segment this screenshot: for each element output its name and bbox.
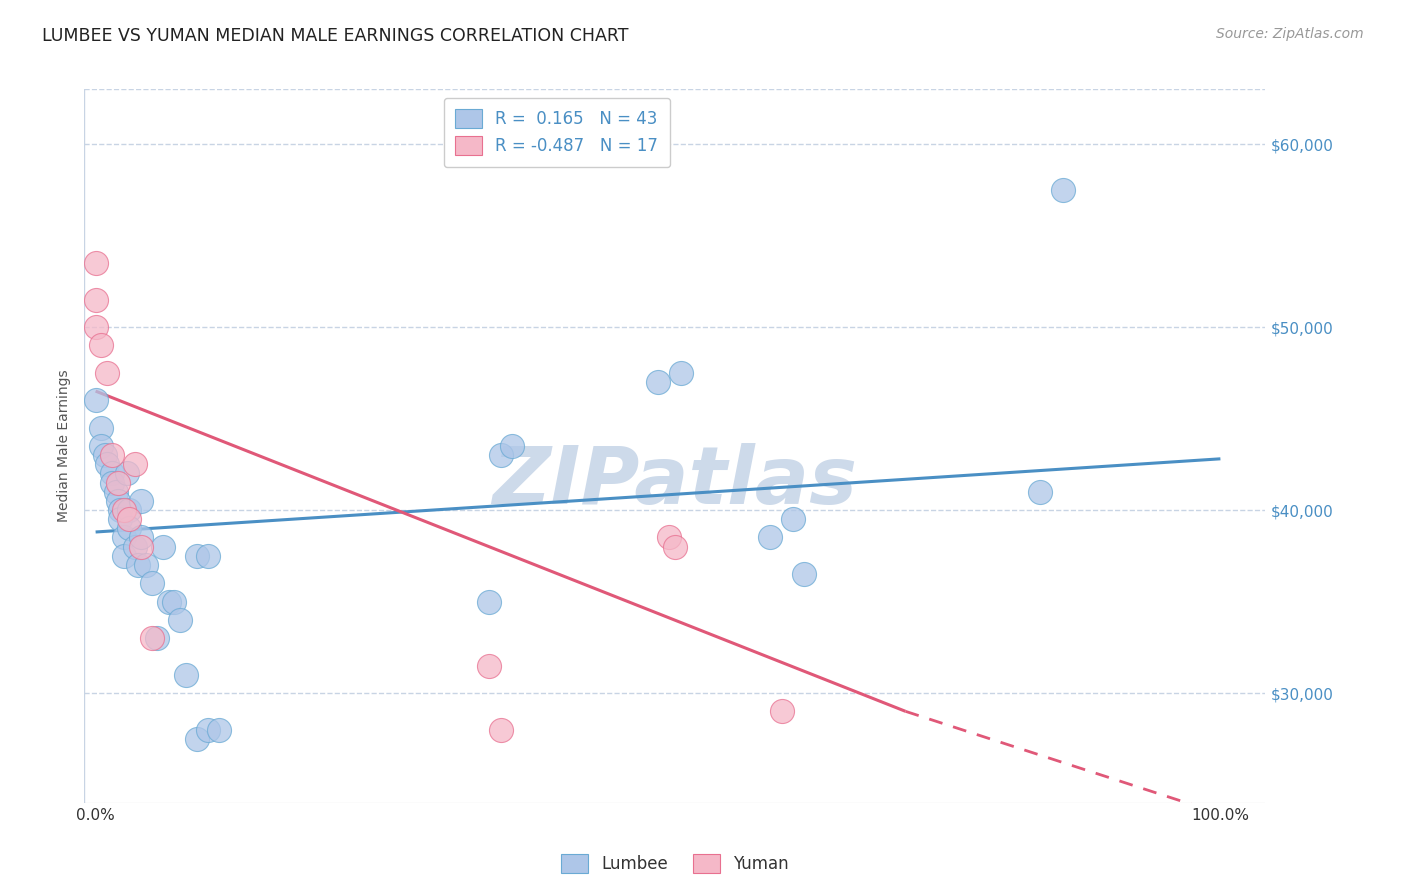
Point [793, 567, 815, 582]
Point [107, 475, 129, 490]
Point [1029, 484, 1052, 499]
Point [96, 366, 118, 380]
Point [647, 375, 669, 389]
Point [163, 594, 186, 608]
Point [90, 439, 112, 453]
Point [96, 458, 118, 472]
Point [664, 540, 686, 554]
Point [112, 549, 135, 563]
Point [84, 293, 107, 307]
Point [118, 503, 141, 517]
Point [118, 521, 141, 535]
Y-axis label: Median Male Earnings: Median Male Earnings [58, 369, 72, 523]
Point [93, 448, 115, 462]
Point [186, 549, 208, 563]
Point [124, 540, 146, 554]
Point [489, 448, 512, 462]
Point [669, 366, 692, 380]
Point [101, 448, 124, 462]
Point [118, 512, 141, 526]
Point [501, 439, 523, 453]
Point [135, 558, 157, 572]
Point [101, 467, 124, 481]
Point [107, 494, 129, 508]
Point [129, 540, 152, 554]
Point [1052, 183, 1074, 197]
Point [152, 540, 174, 554]
Point [115, 467, 138, 481]
Point [174, 667, 197, 681]
Point [186, 731, 208, 746]
Point [112, 531, 135, 545]
Text: LUMBEE VS YUMAN MEDIAN MALE EARNINGS CORRELATION CHART: LUMBEE VS YUMAN MEDIAN MALE EARNINGS COR… [42, 27, 628, 45]
Point [104, 484, 127, 499]
Point [782, 512, 804, 526]
Legend: Lumbee, Yuman: Lumbee, Yuman [554, 847, 796, 880]
Point [90, 338, 112, 352]
Point [197, 549, 219, 563]
Point [84, 393, 107, 408]
Point [489, 723, 512, 737]
Point [84, 320, 107, 334]
Point [197, 723, 219, 737]
Point [208, 723, 231, 737]
Point [146, 631, 169, 645]
Point [658, 531, 681, 545]
Text: Source: ZipAtlas.com: Source: ZipAtlas.com [1216, 27, 1364, 41]
Point [127, 558, 149, 572]
Point [90, 420, 112, 434]
Point [101, 475, 124, 490]
Point [129, 531, 152, 545]
Point [157, 594, 180, 608]
Point [110, 512, 132, 526]
Point [112, 503, 135, 517]
Point [110, 503, 132, 517]
Point [770, 704, 793, 718]
Point [169, 613, 191, 627]
Point [478, 594, 501, 608]
Point [478, 658, 501, 673]
Point [84, 256, 107, 270]
Point [141, 576, 163, 591]
Point [141, 631, 163, 645]
Point [124, 458, 146, 472]
Point [759, 531, 782, 545]
Point [129, 494, 152, 508]
Text: ZIPatlas: ZIPatlas [492, 442, 858, 521]
